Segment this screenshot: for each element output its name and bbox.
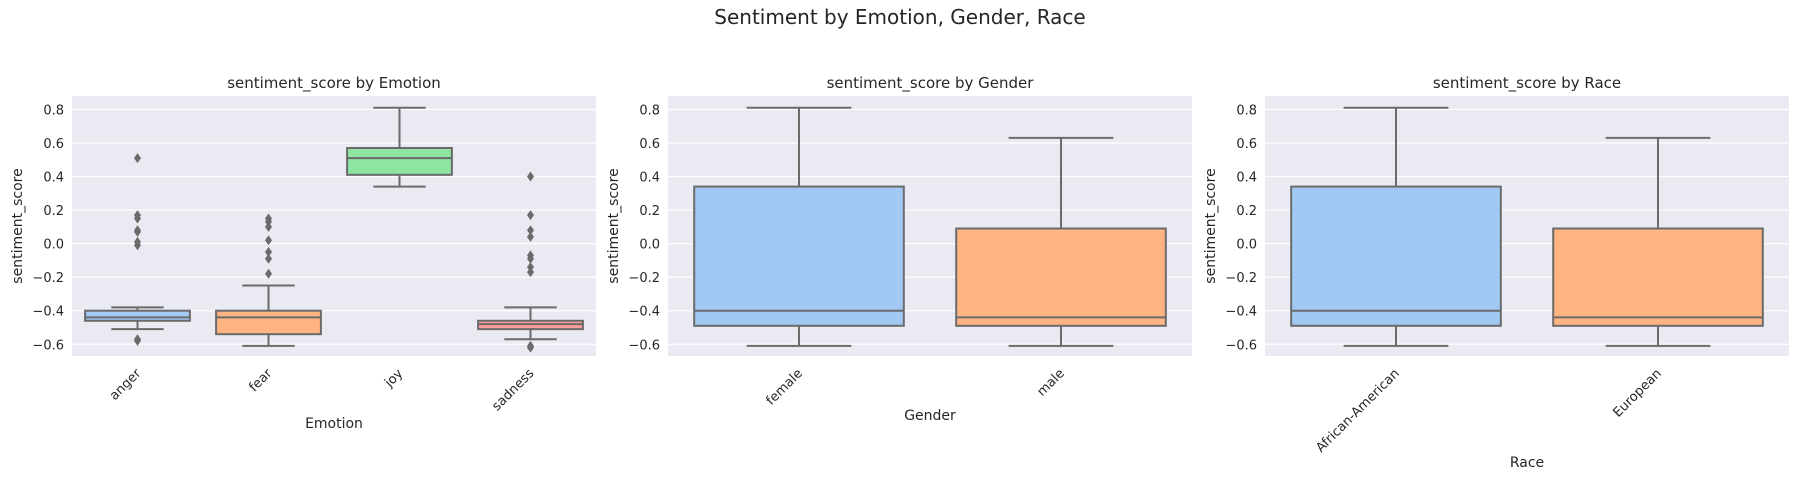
subplot-2: 0.8 0.6 0.4 0.2 0.0 −0.2 −0.4 −0.6 sentiment_sco… (606, 74, 1192, 424)
x-axis-label: Emotion (305, 416, 363, 432)
y-tick-label: 0.6 (43, 137, 64, 152)
outlier-point (265, 253, 272, 264)
outlier-point (134, 240, 141, 251)
outlier-point (265, 216, 272, 227)
outlier-point (134, 213, 141, 224)
outlier-point (265, 247, 272, 257)
outlier-point (527, 171, 534, 182)
box-joy (346, 106, 453, 188)
box-iqr (1290, 185, 1502, 327)
x-tick-label: female (764, 366, 806, 408)
x-tick-label: fear (246, 366, 275, 395)
box-iqr (1552, 227, 1764, 327)
x-tick-label: European (1610, 366, 1664, 420)
y-tick-label: −0.4 (1225, 305, 1257, 320)
y-tick-label: −0.4 (32, 305, 64, 320)
subplot-3: 0.8 0.6 0.4 0.2 0.0 −0.2 −0.4 −0.6 sentiment_sco… (1203, 74, 1789, 471)
outlier-point (265, 268, 272, 279)
outlier-point (527, 267, 534, 278)
outlier-point (527, 210, 534, 221)
outlier-point (527, 342, 534, 353)
y-tick-label: 0.8 (639, 103, 660, 118)
box-European (1552, 136, 1764, 347)
y-tick-label: 0.2 (1236, 204, 1257, 219)
outlier-point (134, 226, 141, 237)
y-tick-label: 0.6 (1236, 137, 1257, 152)
y-axis-label: sentiment_score (1203, 168, 1219, 283)
box-iqr (955, 227, 1167, 327)
y-tick-label: −0.2 (1225, 271, 1257, 286)
y-tick-label: 0.0 (639, 238, 660, 253)
x-tick-label: joy (381, 366, 406, 391)
y-tick-label: −0.6 (628, 338, 660, 353)
box-male (955, 136, 1167, 347)
box-fear (215, 213, 322, 347)
outlier-point (527, 225, 534, 236)
outlier-point (134, 335, 141, 346)
box-iqr (215, 309, 322, 336)
box-anger (84, 153, 191, 346)
subplot-title: sentiment_score by Race (1433, 74, 1621, 93)
y-tick-label: −0.6 (32, 338, 64, 353)
x-axis-label: Gender (904, 408, 956, 424)
outlier-point (265, 221, 272, 232)
outlier-point (527, 253, 534, 264)
x-tick-label: male (1034, 366, 1067, 399)
y-axis-label: sentiment_score (606, 168, 622, 283)
figure-title: Sentiment by Emotion, Gender, Race (714, 5, 1086, 29)
y-tick-label: 0.8 (1236, 103, 1257, 118)
subplot-title: sentiment_score by Emotion (227, 74, 441, 93)
x-tick-label: sadness (489, 366, 537, 414)
box-iqr (693, 185, 905, 327)
outlier-point (527, 262, 534, 273)
y-tick-label: 0.4 (639, 171, 660, 186)
y-tick-label: 0.4 (1236, 171, 1257, 186)
y-tick-label: −0.4 (628, 305, 660, 320)
box-iqr (346, 147, 453, 176)
y-tick-label: 0.8 (43, 103, 64, 118)
box-African-American (1290, 106, 1502, 347)
y-axis-label: sentiment_score (10, 168, 26, 283)
y-tick-label: 0.0 (1236, 238, 1257, 253)
y-tick-label: −0.2 (628, 271, 660, 286)
y-tick-label: 0.6 (639, 137, 660, 152)
y-tick-label: −0.2 (32, 271, 64, 286)
subplot-title: sentiment_score by Gender (827, 74, 1035, 93)
subplot-1: 0.8 0.6 0.4 0.2 0.0 −0.2 −0.4 −0.6 sentiment_sco… (10, 74, 596, 432)
y-tick-label: 0.2 (43, 204, 64, 219)
y-tick-label: 0.2 (639, 204, 660, 219)
box-iqr (84, 309, 191, 322)
box-female (693, 106, 905, 347)
y-tick-label: 0.4 (43, 171, 64, 186)
x-tick-label: African-American (1313, 366, 1403, 456)
outlier-point (527, 231, 534, 242)
y-tick-label: 0.0 (43, 238, 64, 253)
y-tick-label: −0.6 (1225, 338, 1257, 353)
x-tick-label: anger (107, 366, 145, 404)
x-axis-label: Race (1510, 455, 1544, 471)
outlier-point (265, 235, 272, 246)
outlier-point (134, 153, 141, 164)
box-sadness (477, 171, 584, 353)
